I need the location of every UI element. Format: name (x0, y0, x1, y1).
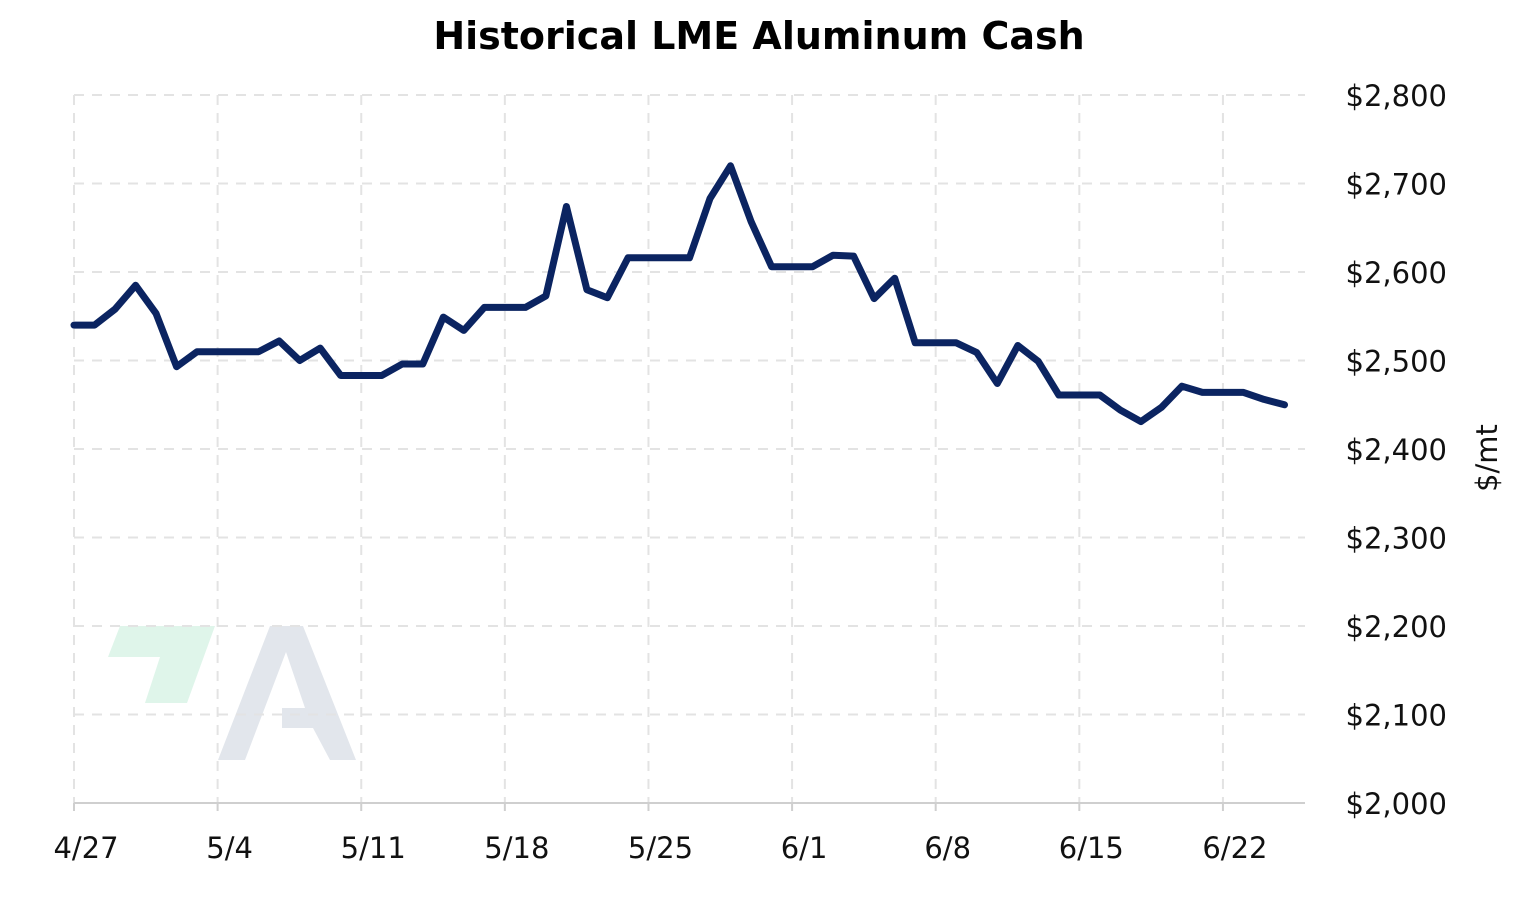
x-axis (73, 802, 1305, 811)
x-tick-label: 5/4 (206, 831, 253, 865)
y-tick-label: $2,200 (1346, 610, 1447, 644)
x-tick-labels: 4/27 5/4 5/11 5/18 5/25 6/1 6/8 6/15 6/22 (53, 831, 1267, 865)
y-tick-labels: $2,000 $2,100 $2,200 $2,300 $2,400 $2,500 $2,6… (1346, 79, 1447, 821)
y-axis-label: $/mt (1470, 424, 1504, 492)
y-tick-label: $2,500 (1346, 345, 1447, 379)
x-tick-label: 6/22 (1202, 831, 1267, 865)
series-layer (70, 162, 1288, 426)
x-tick-label: 6/15 (1059, 831, 1124, 865)
logo-letter-shape (218, 626, 356, 760)
x-tick-label: 6/8 (924, 831, 971, 865)
y-tick-label: $2,000 (1346, 787, 1447, 821)
y-tick-label: $2,800 (1346, 79, 1447, 113)
x-tick-label: 6/1 (781, 831, 828, 865)
y-tick-label: $2,300 (1346, 522, 1447, 556)
y-tick-label: $2,700 (1346, 168, 1447, 202)
x-tick-label: 4/27 (53, 831, 118, 865)
logo-icon (108, 626, 356, 760)
price-series-line (70, 162, 1288, 426)
x-tick-label: 5/11 (341, 831, 406, 865)
y-tick-label: $2,100 (1346, 699, 1447, 733)
logo-accent-shape (108, 626, 215, 703)
chart-title: Historical LME Aluminum Cash (433, 14, 1085, 58)
y-tick-label: $2,400 (1346, 433, 1447, 467)
grid-lines (73, 94, 1305, 803)
x-tick-label: 5/18 (484, 831, 549, 865)
x-tick-label: 5/25 (628, 831, 693, 865)
y-tick-label: $2,600 (1346, 256, 1447, 290)
